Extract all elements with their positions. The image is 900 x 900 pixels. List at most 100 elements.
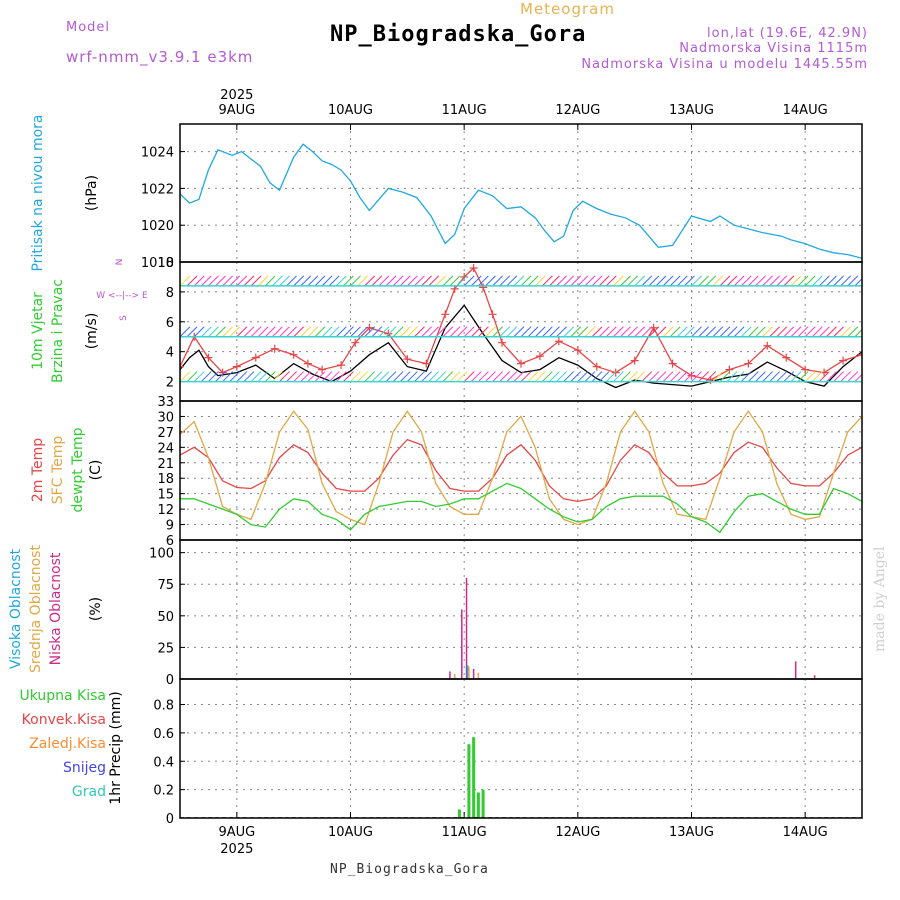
- wind-barb: [840, 371, 852, 382]
- bottom-day-label: 11AUG: [442, 825, 487, 840]
- wind-barb: [769, 371, 780, 382]
- wind-barb: [300, 371, 312, 382]
- wind-barb: [236, 326, 248, 338]
- wind-barb: [549, 371, 560, 382]
- wind-barb: [222, 326, 233, 338]
- bar-niska-oblacnost: [472, 668, 475, 679]
- wind-barb: [669, 326, 681, 338]
- wind-barb: [811, 275, 823, 287]
- wind-barb: [414, 275, 425, 287]
- y-tick-label: 0.4: [153, 755, 174, 770]
- wind-barb: [676, 326, 688, 338]
- bottom-year-label: 2025: [220, 842, 253, 857]
- wind-barb: [534, 275, 546, 287]
- temp-unit: (C): [88, 460, 104, 481]
- gust-marker: [422, 359, 431, 368]
- wind-barb: [769, 275, 780, 287]
- wind-barb: [861, 285, 862, 286]
- plot-area-precip: [180, 737, 862, 818]
- wind-barb: [492, 326, 503, 338]
- bottom-day-label: 10AUG: [328, 825, 373, 840]
- wind-barb: [385, 326, 397, 338]
- gust-marker: [488, 310, 497, 319]
- wind-barb: [797, 326, 809, 338]
- wind-barb: [307, 326, 319, 338]
- wind-barb: [328, 326, 340, 338]
- wind-barb: [598, 275, 610, 287]
- wind-barb: [328, 275, 340, 287]
- wind-barb: [180, 275, 191, 287]
- wind-barb: [826, 275, 837, 287]
- elevation: Nadmorska Visina 1115m: [679, 41, 868, 56]
- gust-marker: [630, 356, 639, 365]
- gust-marker: [289, 350, 298, 359]
- y-tick-label: 21: [157, 457, 174, 472]
- wind-barb: [314, 371, 326, 382]
- gust-marker: [251, 353, 260, 362]
- wind-barb: [563, 275, 574, 287]
- wind-barb: [627, 371, 638, 382]
- gust-marker: [782, 353, 791, 362]
- wind-barb: [811, 326, 823, 338]
- wind-barb: [428, 275, 439, 287]
- y-tick-label: 15: [157, 488, 174, 503]
- wind-barb: [470, 326, 482, 338]
- wind-barb: [307, 371, 319, 382]
- bar-niska-oblacnost: [465, 577, 468, 679]
- y-tick-label: 12: [157, 503, 174, 518]
- wind-barb: [627, 326, 638, 338]
- gust-marker: [687, 371, 696, 380]
- gust-marker: [479, 283, 488, 292]
- wind-barb: [513, 275, 525, 287]
- wind-barb: [250, 371, 262, 382]
- panel-frame: [179, 539, 863, 680]
- wind-barb: [371, 371, 383, 382]
- wind-barb: [605, 371, 617, 382]
- wind-barb: [527, 326, 539, 338]
- wind-barb: [605, 275, 617, 287]
- wind-barb: [627, 275, 638, 287]
- gust-marker: [839, 356, 848, 365]
- gust-marker: [270, 344, 279, 353]
- gust-marker: [573, 346, 582, 355]
- wind-barb: [790, 275, 802, 287]
- wind-barb: [335, 326, 347, 338]
- precip-unit: 1hr Precip (mm): [108, 691, 124, 804]
- bar-ukupna-kisa: [472, 737, 476, 818]
- wind-barb: [449, 275, 461, 287]
- bar-niska-oblacnost: [461, 609, 463, 679]
- wind-barb: [854, 278, 862, 287]
- wind-barb: [456, 326, 468, 338]
- wind-barb: [478, 326, 489, 338]
- top-day-label: 10AUG: [328, 103, 373, 118]
- cloud-unit: (%): [88, 597, 104, 621]
- wind-barb: [499, 275, 511, 287]
- series-line-pritisak-na-nivou-mora: [180, 143, 862, 259]
- wind-barb: [861, 380, 862, 382]
- gust-marker: [303, 359, 312, 368]
- y-tick-label: 1018: [141, 256, 174, 271]
- wind-barb: [747, 371, 759, 382]
- wind-barb: [819, 326, 830, 338]
- wind-barb: [790, 371, 802, 382]
- wind-barb: [527, 275, 539, 287]
- wind-barb: [811, 371, 823, 382]
- gust-marker: [403, 355, 412, 364]
- temp-label-dewpt: dewpt Temp: [70, 427, 86, 512]
- wind-barb: [215, 371, 226, 382]
- wind-barb: [804, 326, 816, 338]
- wind-barb: [200, 371, 212, 382]
- wind-barb: [691, 326, 702, 338]
- wind-barb: [463, 275, 475, 287]
- top-year-label: 2025: [220, 88, 253, 103]
- wind-barb: [747, 326, 759, 338]
- wind-barb: [421, 371, 432, 382]
- wind-barb: [200, 326, 212, 338]
- wind-barb: [556, 371, 567, 382]
- plot-area-temperature: [180, 410, 862, 534]
- y-tick-label: 1022: [141, 182, 174, 197]
- wind-barb: [449, 371, 461, 382]
- wind-barb: [833, 371, 844, 382]
- wind-barb: [598, 326, 610, 338]
- y-tick-label: 1024: [141, 146, 174, 161]
